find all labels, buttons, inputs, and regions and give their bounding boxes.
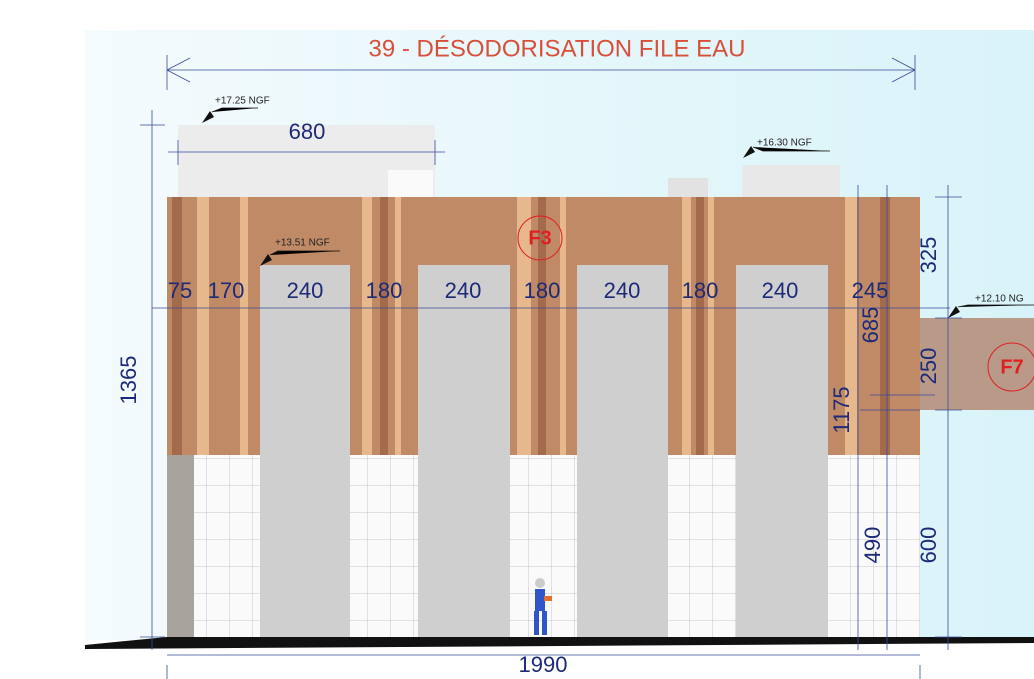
roof-detail [388, 170, 433, 197]
level-label: +12.10 NG [975, 294, 1024, 305]
elevation-drawing: 39 - DÉSODORISATION FILE EAU +17.25 NGF … [0, 0, 1034, 679]
facade-label: F3 [528, 227, 551, 249]
dimension: 180 [366, 278, 403, 303]
dimension: 240 [604, 278, 641, 303]
title: 39 - DÉSODORISATION FILE EAU [369, 35, 746, 62]
roof-detail [668, 178, 708, 197]
roof-box [742, 165, 840, 197]
wall-edge [167, 455, 194, 637]
dimension: 490 [860, 527, 885, 564]
dimension: 240 [287, 278, 324, 303]
level-label: +13.51 NGF [275, 238, 330, 249]
dimension: 1990 [519, 652, 568, 677]
level-label: +16.30 NGF [757, 138, 812, 149]
facade-label: F7 [1000, 356, 1023, 378]
dimension: 180 [682, 278, 719, 303]
dimension: 240 [762, 278, 799, 303]
dimension: 1365 [116, 356, 141, 405]
dimension: 685 [858, 307, 883, 344]
ground [85, 637, 1034, 649]
dimension: 245 [852, 278, 889, 303]
dimension: 680 [289, 119, 326, 144]
level-label: +17.25 NGF [215, 96, 270, 107]
dimension: 180 [524, 278, 561, 303]
dimension: 170 [208, 278, 245, 303]
dimension: 325 [916, 237, 941, 274]
dimension: 250 [916, 348, 941, 385]
dimension: 240 [445, 278, 482, 303]
dimension: 1175 [829, 386, 854, 433]
dimension: 600 [916, 527, 941, 564]
dimension: 75 [168, 278, 192, 303]
